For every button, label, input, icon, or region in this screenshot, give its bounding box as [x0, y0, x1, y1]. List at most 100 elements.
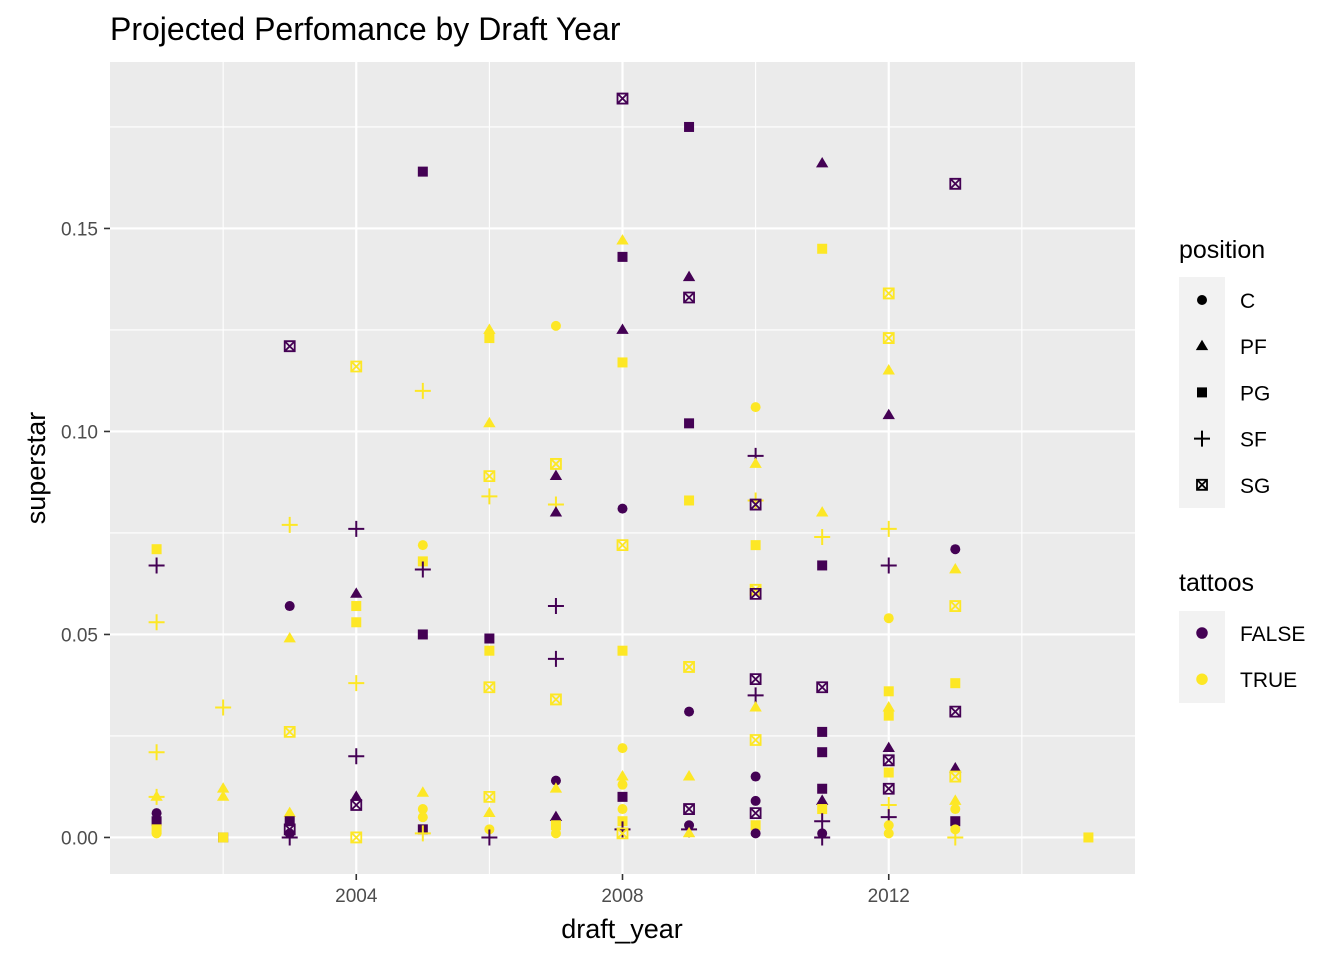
data-point [416, 786, 429, 797]
data-point [880, 557, 897, 574]
data-point [350, 831, 363, 844]
data-point [617, 816, 628, 827]
data-point [882, 754, 895, 767]
data-point [484, 333, 495, 344]
data-point [550, 320, 561, 331]
major-gridlines [110, 62, 1135, 874]
data-point [617, 503, 628, 514]
data-point [814, 813, 831, 830]
data-point [348, 675, 365, 692]
data-point [616, 234, 629, 245]
data-point [949, 794, 962, 805]
data-point [351, 617, 362, 628]
data-point [882, 332, 895, 344]
data-point [883, 820, 894, 831]
data-point [949, 563, 962, 574]
data-point [284, 601, 295, 612]
data-point [817, 747, 828, 758]
data-point [949, 600, 962, 612]
data-point [549, 810, 563, 822]
data-point [684, 706, 695, 717]
data-point [750, 820, 761, 831]
data-point [417, 556, 428, 567]
y-tick-label: 0.00 [61, 828, 98, 849]
data-point [949, 705, 962, 718]
data-point [882, 701, 895, 712]
data-point [816, 681, 829, 694]
legend-label: FALSE [1240, 623, 1305, 646]
data-point [484, 824, 495, 835]
data-point [151, 808, 162, 819]
data-point [484, 633, 495, 644]
chart-title: Projected Perfomance by Draft Year [110, 11, 621, 47]
data-point [882, 741, 895, 753]
data-point [684, 121, 695, 132]
legend-key [1197, 295, 1207, 305]
data-point [414, 382, 431, 399]
data-point [283, 340, 296, 353]
data-point [550, 828, 561, 839]
data-point [547, 650, 564, 667]
data-point [883, 686, 894, 697]
data-point [682, 770, 696, 781]
data-point [281, 829, 298, 846]
data-point [950, 544, 961, 555]
data-point [617, 743, 628, 754]
data-point [617, 357, 628, 368]
data-point [750, 795, 761, 806]
data-point [481, 829, 498, 846]
data-point [483, 806, 496, 817]
data-point [617, 791, 628, 802]
data-point [616, 770, 629, 781]
data-point [414, 825, 431, 842]
data-point [216, 790, 230, 801]
legend-label: TRUE [1240, 669, 1297, 692]
data-point [348, 520, 365, 537]
data-point [883, 828, 894, 839]
data-point [882, 782, 895, 795]
data-point [151, 544, 162, 555]
data-point [684, 418, 695, 429]
legend-label: SF [1240, 429, 1267, 452]
y-axis-title: superstar [21, 412, 51, 525]
data-point [549, 506, 563, 517]
data-point [882, 287, 895, 300]
data-points [148, 92, 1094, 846]
legend-key [1196, 673, 1208, 685]
data-point [882, 408, 895, 420]
data-point [950, 678, 961, 689]
data-point [617, 645, 628, 656]
data-point [215, 699, 232, 716]
data-point [483, 681, 496, 694]
data-point [616, 92, 629, 105]
data-point [817, 783, 828, 794]
data-point [483, 416, 496, 428]
data-point [216, 782, 230, 793]
data-point [950, 824, 961, 835]
data-point [682, 826, 696, 838]
data-point [550, 775, 561, 786]
data-point [817, 726, 828, 737]
data-point [617, 804, 628, 815]
data-point [483, 323, 496, 334]
data-point [683, 661, 695, 673]
data-point [148, 788, 165, 805]
data-point [949, 761, 962, 773]
data-point [283, 632, 296, 643]
data-point [417, 540, 428, 551]
x-tick-label: 2012 [868, 886, 910, 907]
data-point [350, 360, 363, 373]
data-point [950, 804, 961, 815]
legend-position: position C PF PG SF SG [1179, 236, 1270, 508]
data-point [882, 364, 895, 375]
data-point [749, 587, 762, 600]
data-point [481, 488, 498, 505]
data-point [483, 470, 496, 483]
data-point [283, 806, 296, 817]
data-point [148, 744, 165, 761]
data-point [547, 598, 564, 615]
y-tick-label: 0.15 [61, 219, 98, 240]
data-point [817, 560, 828, 571]
data-point [550, 458, 562, 470]
